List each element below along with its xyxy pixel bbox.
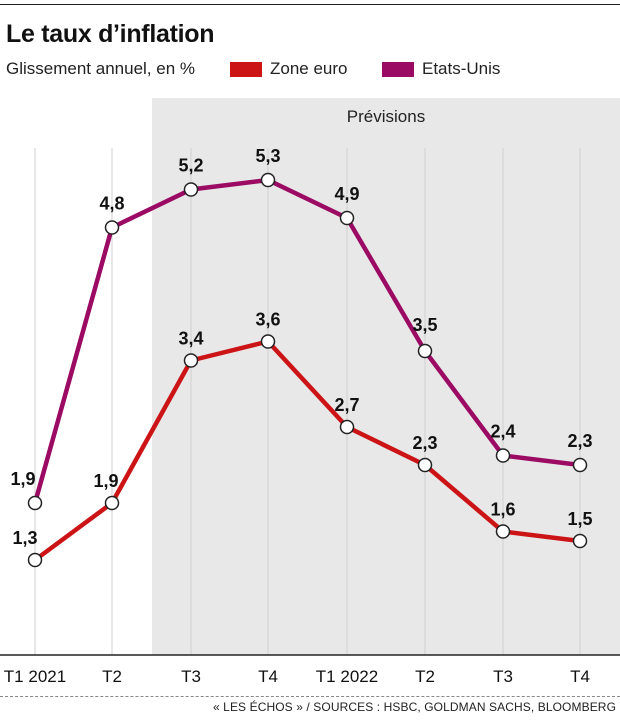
legend-label-zone-euro: Zone euro — [270, 59, 348, 78]
x-tick-label-0: T1 2021 — [4, 667, 66, 686]
data-label-etats-unis-3: 5,3 — [255, 146, 280, 166]
data-label-zone-euro-5: 2,3 — [412, 433, 437, 453]
data-label-etats-unis-4: 4,9 — [334, 184, 359, 204]
data-label-zone-euro-4: 2,7 — [334, 395, 359, 415]
data-label-etats-unis-7: 2,3 — [567, 431, 592, 451]
top-rule — [0, 4, 620, 5]
data-label-etats-unis-6: 2,4 — [490, 422, 515, 442]
data-point-zone-euro-7 — [572, 533, 588, 549]
legend-swatch-zone-euro — [230, 61, 262, 77]
data-label-etats-unis-0: 1,9 — [10, 469, 35, 489]
forecast-label: Prévisions — [347, 107, 425, 126]
data-point-zone-euro-0 — [27, 552, 43, 568]
data-point-zone-euro-3 — [260, 334, 276, 349]
bottom-rule — [0, 696, 620, 697]
data-point-zone-euro-6 — [495, 524, 511, 539]
data-point-etats-unis-3 — [260, 172, 276, 188]
data-label-zone-euro-0: 1,3 — [12, 528, 37, 548]
data-point-zone-euro-4 — [339, 419, 355, 435]
x-tick-label-1: T2 — [102, 667, 122, 686]
legend-label-etats-unis: Etats-Unis — [422, 59, 501, 78]
legend-swatch-etats-unis — [382, 61, 414, 77]
x-tick-label-3: T4 — [258, 667, 278, 686]
data-label-zone-euro-3: 3,6 — [255, 310, 280, 330]
source-note: « LES ÉCHOS » / SOURCES : HSBC, GOLDMAN … — [212, 700, 616, 714]
data-label-etats-unis-1: 4,8 — [99, 194, 124, 214]
data-label-zone-euro-7: 1,5 — [567, 509, 592, 529]
data-point-etats-unis-0 — [27, 495, 43, 511]
data-point-zone-euro-5 — [417, 457, 433, 473]
series-line-etats-unis — [32, 177, 581, 504]
x-tick-label-5: T2 — [415, 667, 435, 686]
forecast-region — [152, 98, 620, 655]
x-tick-label-2: T3 — [181, 667, 201, 686]
data-label-zone-euro-6: 1,6 — [490, 500, 515, 520]
chart-subtitle: Glissement annuel, en % — [6, 59, 195, 78]
data-point-etats-unis-1 — [104, 220, 120, 235]
data-point-etats-unis-7 — [572, 457, 588, 473]
data-point-zone-euro-1 — [104, 495, 120, 511]
legend-item-zone-euro: Zone euro — [230, 59, 348, 79]
x-tick-label-6: T3 — [493, 667, 513, 686]
data-point-etats-unis-4 — [339, 210, 355, 226]
data-label-etats-unis-2: 5,2 — [178, 156, 203, 176]
chart-title: Le taux d’inflation — [6, 20, 215, 48]
data-point-etats-unis-2 — [183, 182, 199, 197]
data-label-zone-euro-2: 3,4 — [178, 329, 203, 349]
x-tick-label-4: T1 2022 — [316, 667, 378, 686]
data-point-zone-euro-2 — [183, 353, 199, 368]
series-line-zone-euro — [33, 339, 581, 562]
data-point-etats-unis-5 — [417, 343, 433, 359]
data-label-zone-euro-1: 1,9 — [93, 471, 118, 491]
data-point-etats-unis-6 — [495, 448, 511, 463]
x-tick-label-7: T4 — [570, 667, 590, 686]
legend-item-etats-unis: Etats-Unis — [382, 59, 500, 79]
data-label-etats-unis-5: 3,5 — [412, 315, 437, 335]
